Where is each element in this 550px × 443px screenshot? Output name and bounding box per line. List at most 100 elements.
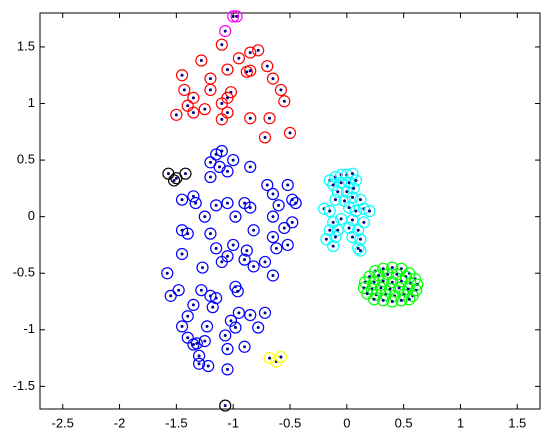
point (221, 342, 234, 356)
y-tick-label: 1.5 (17, 38, 35, 53)
point (346, 213, 359, 227)
point-ring (323, 204, 336, 218)
point (178, 83, 191, 97)
point-ring (403, 293, 416, 306)
point (329, 193, 342, 206)
point-dot (339, 181, 343, 185)
point (374, 281, 388, 295)
point (338, 194, 351, 207)
point-ring (386, 261, 399, 274)
point-ring (204, 227, 217, 240)
point-dot (214, 296, 218, 300)
point (227, 10, 240, 23)
point-ring (329, 193, 342, 206)
point-dot (194, 201, 198, 205)
point-dot (352, 186, 356, 190)
point-dot (206, 364, 210, 368)
point-ring (175, 193, 189, 206)
point (283, 126, 297, 140)
point-dot (237, 311, 241, 315)
point-dot (223, 29, 227, 33)
point (403, 293, 416, 306)
point-dot (226, 68, 229, 72)
point-ring (227, 153, 240, 167)
point-dot (390, 280, 394, 284)
point (238, 253, 251, 266)
point-ring (349, 174, 363, 187)
point-ring (198, 335, 211, 348)
y-tick-label: 0.5 (17, 152, 35, 167)
point (331, 185, 344, 198)
point-dot (399, 298, 403, 302)
point (202, 359, 215, 373)
point-dot (290, 220, 294, 224)
point (363, 204, 376, 218)
point-ring (175, 247, 189, 261)
point-ring (187, 106, 200, 119)
point-dot (199, 59, 203, 63)
point (210, 199, 223, 212)
point-dot (268, 116, 272, 120)
point-ring (230, 10, 243, 23)
x-tick-label: -2 (114, 415, 126, 430)
point-dot (208, 88, 212, 92)
point-ring (232, 306, 245, 319)
point-dot (231, 14, 235, 18)
point-ring (175, 320, 189, 333)
point (164, 289, 177, 302)
point (329, 230, 342, 244)
point-ring (210, 199, 223, 212)
point-ring (204, 170, 217, 184)
point (252, 44, 265, 57)
point (181, 227, 194, 240)
point-dot (252, 228, 256, 232)
point-ring (289, 196, 302, 210)
point-ring (247, 224, 260, 237)
point (354, 244, 367, 257)
point-ring (266, 72, 280, 85)
point-ring (270, 242, 283, 255)
point-dot (354, 209, 358, 213)
point (386, 295, 399, 308)
point-dot (203, 107, 207, 111)
point-dot (237, 56, 241, 60)
point-ring (274, 83, 288, 97)
point-dot (390, 300, 394, 304)
point (395, 294, 408, 307)
y-tick-label: -1 (23, 321, 35, 336)
point-ring (283, 126, 297, 140)
point-dot (233, 326, 237, 330)
point-dot (174, 176, 178, 180)
point-dot (180, 252, 184, 256)
point-ring (164, 289, 177, 302)
point-ring (195, 54, 208, 67)
x-tick-label: 0 (343, 415, 350, 430)
point (352, 242, 365, 255)
point-dot (397, 286, 401, 290)
x-tick-label: -1.5 (165, 415, 187, 430)
point-dot (271, 273, 275, 277)
point-ring (210, 242, 223, 255)
point (281, 178, 294, 192)
point-dot (248, 165, 252, 169)
point (244, 112, 257, 125)
point-ring (346, 230, 359, 244)
point-dot (214, 203, 218, 207)
point (224, 314, 238, 327)
point-ring (221, 342, 234, 356)
point (204, 227, 217, 240)
point-dot (226, 169, 229, 173)
point (221, 63, 234, 76)
point (247, 260, 260, 273)
point-dot (243, 345, 247, 349)
point-ring (266, 187, 280, 201)
point-dot (172, 178, 176, 182)
point-ring (357, 216, 370, 229)
point-ring (189, 196, 202, 210)
point-dot (191, 194, 195, 198)
point (187, 190, 200, 203)
point-dot (220, 260, 224, 264)
point (274, 83, 288, 97)
point-dot (279, 355, 283, 359)
point-dot (191, 343, 195, 347)
